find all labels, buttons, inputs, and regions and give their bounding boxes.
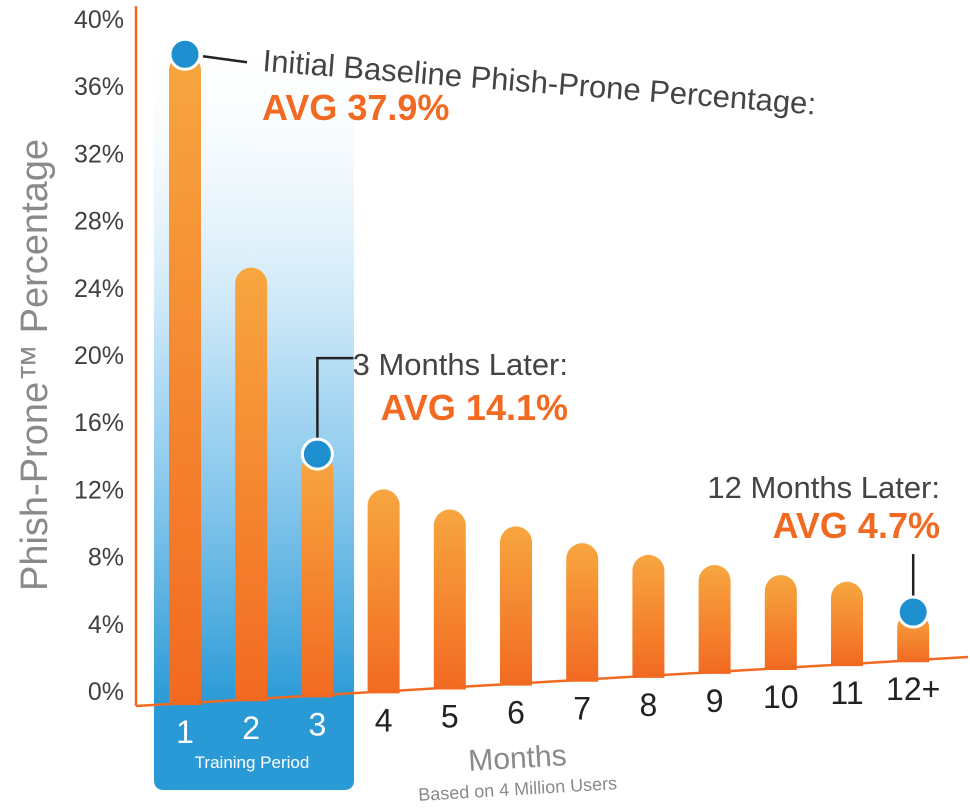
bar [831, 581, 863, 667]
annotation-label: 12 Months Later: [707, 470, 940, 505]
x-tick-label: 1 [176, 714, 194, 750]
y-tick-label: 20% [74, 342, 124, 370]
annotation-label: 3 Months Later: [353, 347, 568, 382]
bar [433, 509, 466, 690]
data-marker [168, 37, 202, 71]
y-axis-label: Phish-Prone™ Percentage [14, 139, 56, 591]
x-axis-sublabel: Based on 4 Million Users [418, 773, 618, 805]
y-tick-label: 32% [74, 140, 124, 168]
y-tick-label: 8% [88, 544, 124, 572]
bar [698, 565, 731, 674]
y-tick-label: 4% [88, 611, 124, 639]
x-tick-label: 12+ [886, 671, 940, 707]
y-tick-label: 36% [74, 73, 124, 101]
y-tick-label: 16% [74, 409, 124, 437]
training-period-tab [154, 692, 354, 790]
x-axis-label: Months [467, 739, 567, 778]
data-marker [300, 437, 334, 471]
x-axis-line [135, 655, 969, 708]
x-tick-label: 8 [640, 687, 658, 723]
data-marker [896, 595, 930, 629]
bar [632, 554, 665, 678]
bars-group [169, 54, 930, 706]
x-tick-label: 4 [375, 702, 393, 738]
annotation-value: AVG 4.7% [773, 505, 940, 546]
x-tick-label: 5 [441, 699, 459, 735]
y-tick-label: 12% [74, 476, 124, 504]
y-tick-label: 24% [74, 275, 124, 303]
annotation-value: AVG 37.9% [262, 87, 449, 128]
x-tick-label: 11 [830, 675, 863, 711]
training-period-label: Training Period [195, 753, 310, 772]
x-tick-label: 9 [706, 683, 724, 719]
bar [235, 267, 268, 702]
x-tick-labels: 1 2 3 4 5 6 7 8 9 10 11 12+ [176, 671, 940, 750]
annotation-leader-line [202, 55, 248, 64]
annotation-value: AVG 14.1% [381, 387, 568, 428]
bar [566, 543, 599, 682]
bar [764, 575, 797, 671]
bar [169, 54, 201, 706]
bar [500, 526, 532, 686]
x-tick-label: 10 [763, 679, 799, 715]
annotation-leader-line [316, 356, 354, 439]
y-tick-label: 0% [88, 678, 124, 706]
y-tick-labels: 0% 4% 8% 12% 16% 20% 24% 28% 32% 36% 40% [74, 6, 124, 706]
x-tick-label: 7 [573, 691, 591, 727]
y-tick-label: 28% [74, 208, 124, 236]
x-tick-label: 6 [507, 695, 525, 731]
x-tick-label: 2 [242, 710, 260, 746]
bar [367, 489, 400, 694]
x-tick-label: 3 [309, 706, 327, 742]
y-tick-label: 40% [74, 6, 124, 34]
bar [301, 454, 334, 698]
